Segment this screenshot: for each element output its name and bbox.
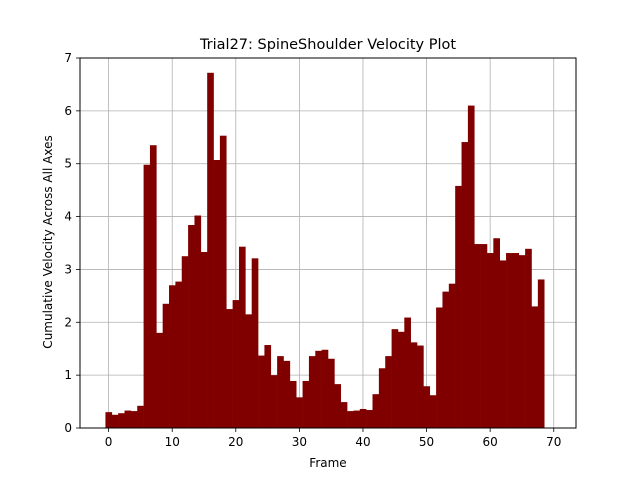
bar-frame-0 — [105, 412, 113, 428]
bar-frame-59 — [480, 244, 488, 428]
y-tick-label: 6 — [64, 104, 72, 118]
bar-frame-17 — [213, 160, 221, 428]
x-tick-label: 70 — [546, 435, 561, 449]
bar-frame-63 — [506, 253, 513, 428]
y-tick-label: 3 — [64, 262, 72, 276]
bar-frame-32 — [308, 356, 316, 428]
bar-frame-33 — [315, 350, 322, 428]
bar-frame-19 — [226, 309, 233, 428]
bar-frame-68 — [537, 279, 545, 428]
bar-frame-8 — [156, 332, 163, 428]
bar-frame-39 — [353, 410, 361, 428]
bar-frame-55 — [455, 185, 462, 428]
x-axis-ticks: 0 10 20 30 40 50 60 70 — [105, 428, 561, 449]
y-axis-ticks: 0 1 2 3 4 5 6 7 — [64, 51, 80, 435]
bar-frame-9 — [162, 303, 170, 428]
bar-frame-35 — [328, 358, 335, 428]
bar-frame-60 — [486, 253, 494, 428]
bar-frame-53 — [442, 291, 450, 428]
y-tick-label: 4 — [64, 210, 72, 224]
x-tick-label: 10 — [165, 435, 180, 449]
bar-frame-3 — [124, 410, 132, 428]
bar-frame-30 — [296, 397, 303, 428]
bar-frame-43 — [378, 368, 386, 428]
x-axis-label: Frame — [309, 456, 346, 470]
bar-frame-61 — [493, 238, 500, 428]
bar-frame-47 — [404, 317, 411, 428]
bar-frame-26 — [270, 375, 278, 428]
bar-frame-66 — [525, 248, 532, 428]
bar-frame-25 — [264, 345, 272, 428]
y-tick-label: 7 — [64, 51, 72, 65]
x-tick-label: 0 — [105, 435, 113, 449]
bar-frame-14 — [194, 215, 202, 428]
bar-frame-13 — [188, 225, 195, 428]
bar-frame-31 — [302, 380, 310, 428]
bar-frame-12 — [181, 256, 189, 428]
chart-title: Trial27: SpineShoulder Velocity Plot — [199, 37, 456, 53]
bar-frame-24 — [258, 355, 265, 428]
bar-frame-67 — [531, 306, 539, 428]
bar-frame-37 — [340, 402, 348, 428]
bar-frame-56 — [461, 142, 469, 429]
plot-frame — [79, 57, 577, 429]
bar-frame-41 — [366, 410, 373, 428]
bar-frame-51 — [429, 395, 437, 428]
bar-frame-29 — [289, 380, 297, 428]
x-tick-label: 30 — [292, 435, 307, 449]
bar-frame-64 — [512, 253, 520, 428]
x-tick-label: 20 — [228, 435, 243, 449]
bar-frame-20 — [232, 300, 240, 428]
bar-frame-7 — [149, 145, 157, 428]
bar-frame-18 — [219, 135, 227, 428]
bar-frame-5 — [137, 405, 144, 428]
bar-frame-40 — [359, 408, 367, 428]
bar-frame-52 — [436, 307, 443, 428]
bar-frame-36 — [334, 384, 342, 428]
x-tick-label: 40 — [355, 435, 370, 449]
bar-frame-27 — [277, 356, 284, 428]
bar-frame-1 — [111, 414, 119, 428]
bar-frame-54 — [448, 283, 456, 428]
bar-frame-49 — [417, 345, 424, 428]
bar-frame-46 — [397, 331, 405, 428]
bar-frame-45 — [391, 329, 399, 428]
y-tick-label: 2 — [64, 315, 72, 329]
y-tick-label: 5 — [64, 157, 72, 171]
bar-frame-11 — [175, 281, 183, 428]
bar-frame-65 — [518, 255, 526, 428]
y-axis-label: Cumulative Velocity Across All Axes — [41, 135, 55, 348]
x-tick-label: 50 — [419, 435, 434, 449]
bar-frame-4 — [130, 411, 138, 428]
bar-frame-15 — [200, 251, 208, 428]
x-tick-label: 60 — [483, 435, 498, 449]
bar-frame-50 — [423, 386, 431, 428]
bar-frame-22 — [245, 314, 252, 428]
bar-frame-48 — [410, 342, 418, 428]
bar-frame-10 — [169, 285, 176, 428]
bar-frame-34 — [321, 349, 329, 428]
bar-frame-58 — [474, 244, 481, 428]
bar-frame-38 — [347, 411, 354, 428]
bar-frame-21 — [238, 246, 246, 428]
bar-frame-28 — [283, 360, 291, 428]
y-tick-label: 0 — [64, 421, 72, 435]
bar-frame-42 — [372, 394, 380, 428]
bar-frame-62 — [499, 260, 507, 428]
bar-frame-57 — [467, 105, 475, 429]
bar-frame-6 — [143, 164, 151, 428]
bar-frame-23 — [251, 258, 259, 428]
bar-frame-16 — [207, 72, 214, 429]
bar-frame-2 — [118, 413, 125, 428]
bars — [105, 72, 545, 429]
y-tick-label: 1 — [64, 368, 72, 382]
bar-frame-44 — [385, 356, 392, 428]
